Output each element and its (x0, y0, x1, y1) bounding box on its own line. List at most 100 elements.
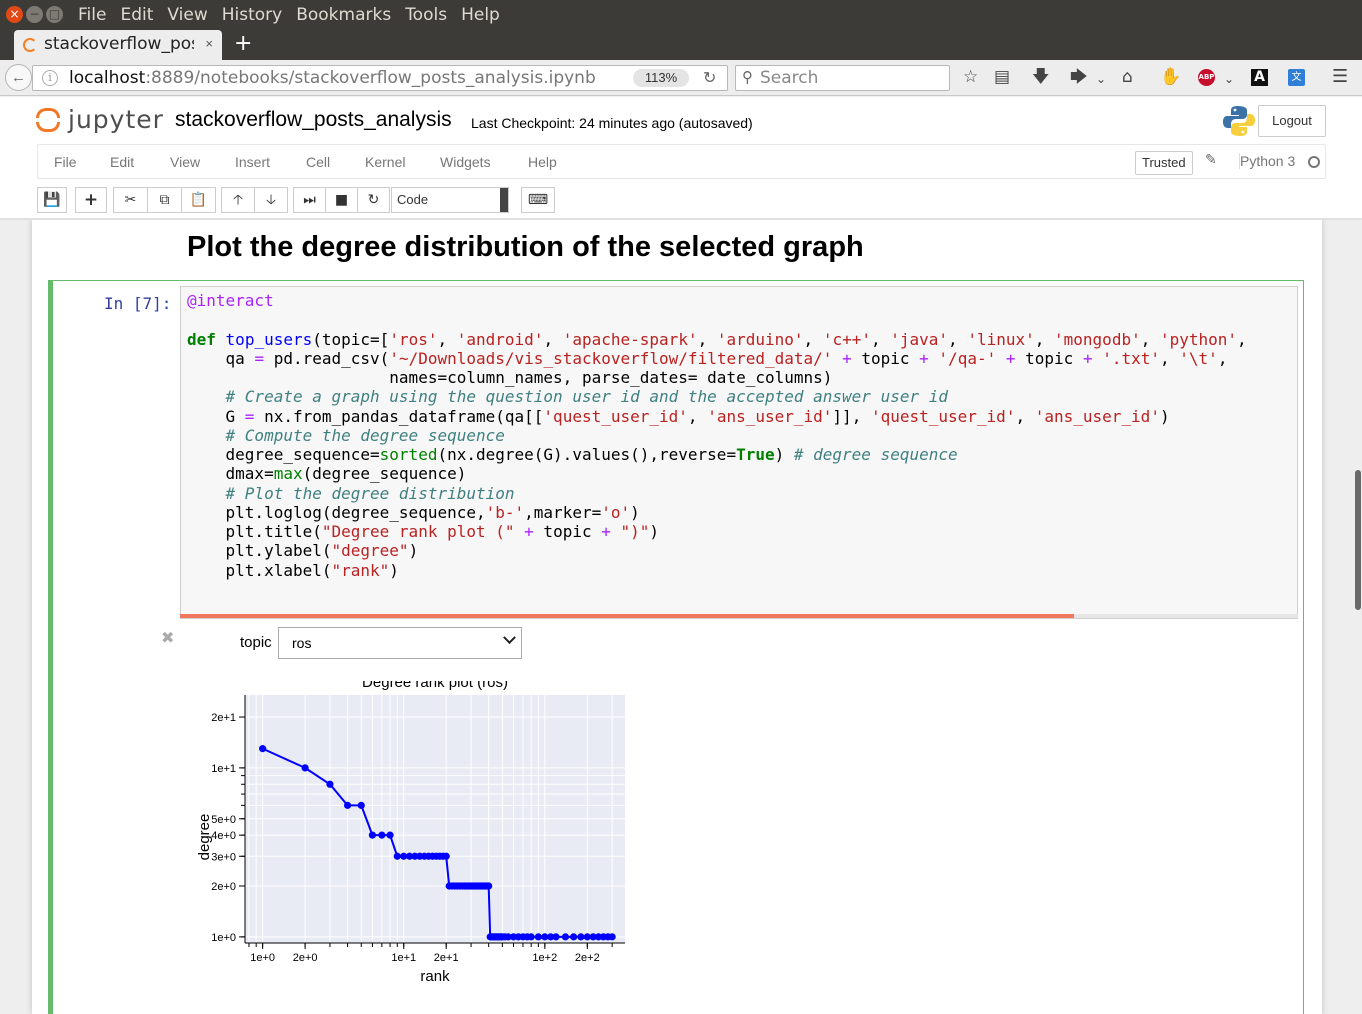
url-host: localhost (69, 68, 146, 88)
degree-data-point (301, 764, 309, 772)
degree-data-point (504, 933, 512, 941)
search-input[interactable] (760, 67, 945, 89)
degree-data-point (485, 882, 493, 890)
degree-data-point (386, 831, 394, 839)
hamburger-menu-icon[interactable]: ☰ (1332, 66, 1349, 87)
browser-tab[interactable]: stackoverflow_posts_analysis × (14, 30, 222, 60)
pocket-icon[interactable]: 🡆 (1070, 67, 1088, 87)
cut-button[interactable]: ✂ (113, 187, 148, 213)
zoom-level-badge[interactable]: 113% (633, 69, 689, 87)
tab-close-button[interactable]: × (205, 36, 213, 51)
degree-data-point (570, 933, 578, 941)
move-down-button[interactable]: 🡣 (254, 187, 288, 213)
url-text[interactable]: localhost:8889/notebooks/stackoverflow_p… (69, 68, 596, 88)
run-cell-button[interactable]: ⏭ (293, 187, 326, 213)
url-bar[interactable]: i localhost:8889/notebooks/stackoverflow… (32, 65, 728, 91)
nb-menu-kernel[interactable]: Kernel (365, 154, 406, 170)
nb-menu-insert[interactable]: Insert (235, 154, 271, 170)
jupyter-logo-text: jupyter (68, 105, 164, 134)
reload-icon[interactable]: ↻ (703, 68, 717, 87)
downloads-icon[interactable]: 🡇 (1032, 67, 1050, 87)
notebook-name[interactable]: stackoverflow_posts_analysis (175, 108, 452, 131)
home-icon[interactable]: ⌂ (1122, 67, 1133, 87)
degree-data-point (442, 852, 450, 860)
topic-dropdown[interactable]: ros (278, 627, 522, 659)
degree-data-point (259, 745, 267, 753)
nb-menu-file[interactable]: File (54, 154, 77, 170)
search-bar[interactable]: ⚲ (735, 65, 950, 91)
degree-data-point (552, 933, 560, 941)
move-up-button[interactable]: 🡡 (221, 187, 255, 213)
x-tick-label: 2e+1 (434, 952, 459, 964)
nb-menu-edit[interactable]: Edit (110, 154, 135, 170)
degree-data-point (541, 933, 549, 941)
menu-help[interactable]: Help (461, 5, 500, 25)
site-info-icon[interactable]: i (42, 70, 58, 86)
jupyter-logo-arc-top (36, 108, 60, 118)
x-tick-label: 1e+1 (391, 952, 416, 964)
menu-view[interactable]: View (167, 5, 208, 25)
tab-title: stackoverflow_posts_analysis (44, 34, 194, 54)
nb-menu-view[interactable]: View (170, 154, 201, 170)
y-tick-label: 2e+1 (211, 712, 236, 724)
trusted-indicator[interactable]: Trusted (1135, 151, 1193, 175)
notebook-area: Plot the degree distribution of the sele… (0, 220, 1362, 1014)
menu-history[interactable]: History (221, 5, 283, 25)
menu-file[interactable]: File (78, 5, 107, 25)
extension-hand-icon[interactable]: ✋ (1160, 67, 1182, 87)
y-tick-label: 2e+0 (211, 881, 236, 893)
pocket-dropdown-icon[interactable]: ⌄ (1096, 72, 1107, 86)
font-extension-icon[interactable]: A (1251, 69, 1268, 86)
interrupt-kernel-button[interactable]: ■ (325, 187, 358, 213)
menu-edit[interactable]: Edit (120, 5, 154, 25)
degree-data-point (400, 852, 408, 860)
degree-data-point (534, 933, 542, 941)
y-axis-label: degree (196, 814, 213, 861)
back-button[interactable]: ← (5, 64, 32, 91)
adblock-icon[interactable]: ABP (1198, 69, 1215, 86)
cell-type-select[interactable]: Code (391, 187, 509, 213)
x-tick-label: 1e+0 (250, 952, 275, 964)
degree-data-point (561, 933, 570, 941)
chevron-down-icon (503, 631, 516, 645)
jupyter-header: jupyter stackoverflow_posts_analysis Las… (0, 97, 1362, 219)
jupyter-logo-arc-bottom (36, 122, 60, 132)
nb-menu-widgets[interactable]: Widgets (440, 154, 491, 170)
scrollbar-thumb[interactable] (1355, 470, 1361, 610)
command-palette-keyboard-button[interactable]: ⌨ (521, 187, 555, 213)
new-tab-button[interactable]: + (234, 31, 253, 56)
translate-icon[interactable]: 文 (1288, 69, 1305, 86)
page-scrollbar[interactable] (1352, 220, 1362, 1014)
degree-data-point (326, 780, 334, 788)
degree-data-point (343, 801, 352, 809)
notebook-menubar: File Edit View Insert Cell Kernel Widget… (37, 144, 1326, 179)
code-cell[interactable]: In [7]: @interact def top_users(topic=['… (48, 280, 1304, 1014)
code-text[interactable]: @interact def top_users(topic=['ros', 'a… (187, 291, 1247, 580)
bookmark-star-icon[interactable]: ☆ (963, 67, 979, 87)
window-maximize-button[interactable]: □ (46, 6, 63, 23)
nb-menu-help[interactable]: Help (528, 154, 557, 170)
window-close-button[interactable]: × (6, 6, 23, 23)
degree-data-point (608, 933, 616, 941)
paste-button[interactable]: 📋 (181, 187, 216, 213)
y-tick-label: 5e+0 (211, 814, 236, 826)
stackoverflow-favicon-icon (23, 38, 37, 52)
save-button[interactable]: 💾 (37, 187, 67, 213)
y-tick-label: 4e+0 (211, 830, 236, 842)
menu-bookmarks[interactable]: Bookmarks (296, 5, 392, 25)
logout-button[interactable]: Logout (1258, 105, 1326, 137)
kernel-name[interactable]: Python 3 (1239, 153, 1296, 169)
degree-data-point (527, 933, 535, 941)
y-tick-label: 1e+0 (211, 932, 236, 944)
jupyter-logo[interactable]: jupyter (34, 105, 164, 135)
insert-cell-button[interactable]: + (75, 187, 107, 213)
code-editor[interactable]: @interact def top_users(topic=['ros', 'a… (180, 286, 1298, 619)
restart-kernel-button[interactable]: ↻ (357, 187, 390, 213)
nb-menu-cell[interactable]: Cell (306, 154, 331, 170)
window-minimize-button[interactable]: − (26, 6, 43, 23)
close-output-icon[interactable]: ✖ (161, 628, 175, 647)
menu-tools[interactable]: Tools (405, 5, 448, 25)
adblock-dropdown-icon[interactable]: ⌄ (1224, 72, 1235, 86)
reading-list-icon[interactable]: ▤ (994, 67, 1011, 87)
copy-button[interactable]: ⧉ (147, 187, 182, 213)
